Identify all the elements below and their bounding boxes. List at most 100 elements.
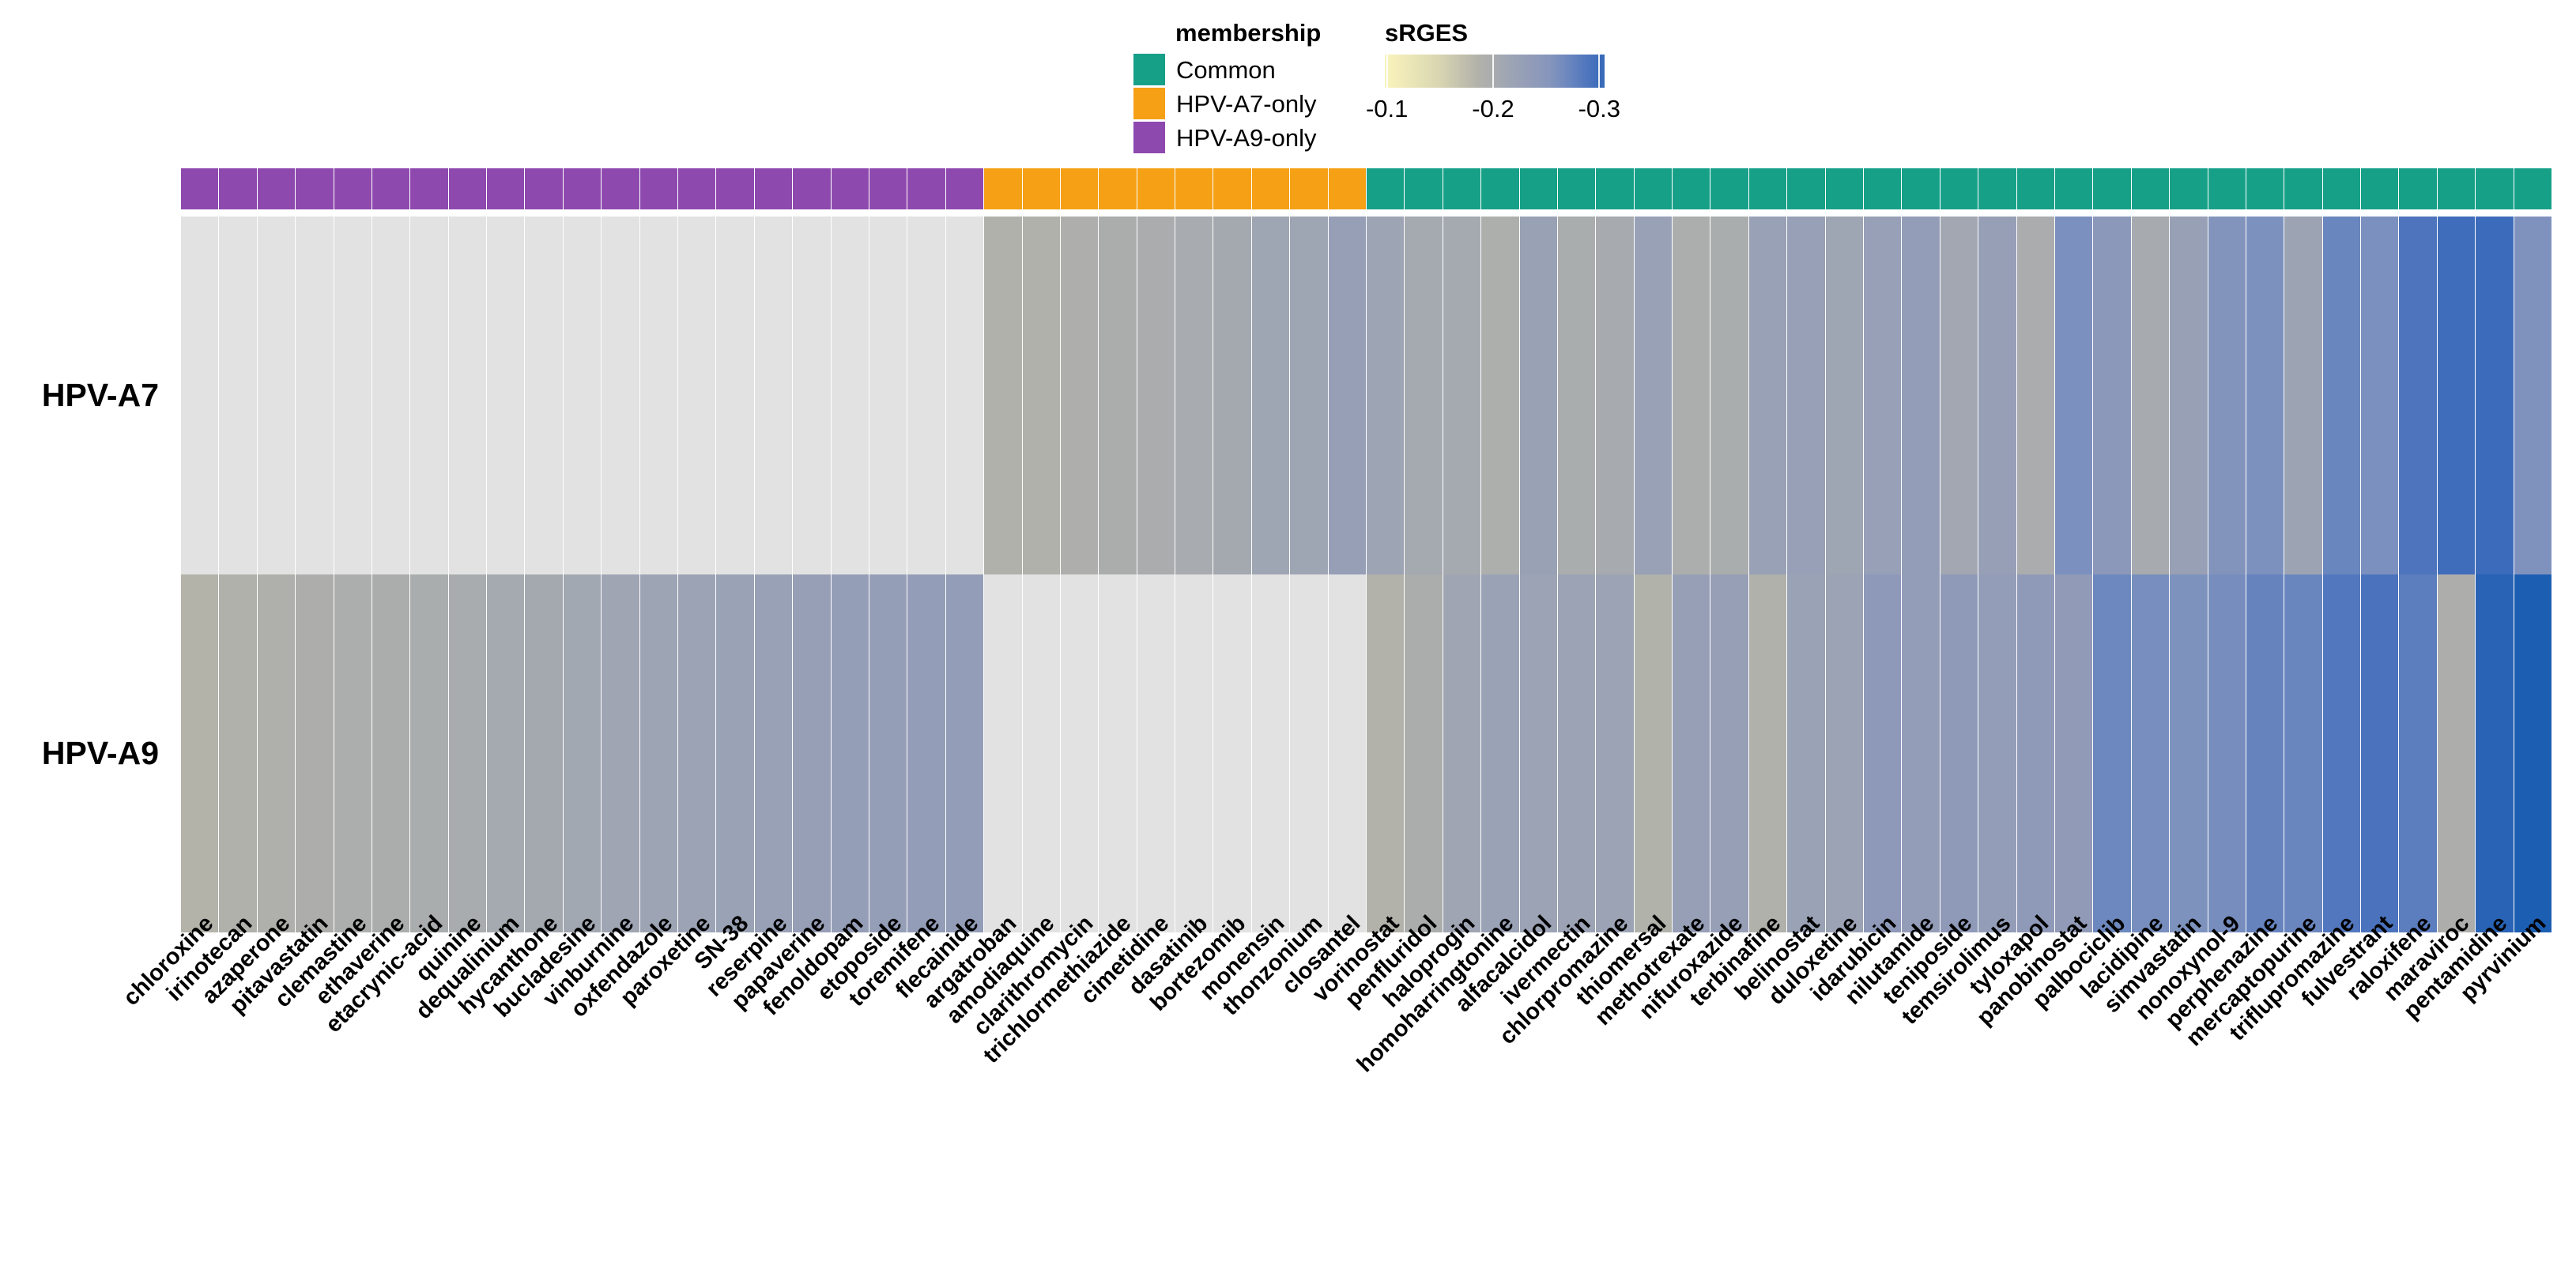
membership-legend-title: membership: [1175, 19, 1322, 47]
legend-item-label: HPV-A7-only: [1176, 90, 1317, 118]
heatmap-cell: [1213, 217, 1251, 574]
heatmap-cell: [257, 574, 296, 932]
heatmap-cell: [181, 574, 219, 932]
heatmap-cell: [1099, 217, 1137, 574]
heatmap-cell: [945, 574, 984, 932]
heatmap-cell: [2322, 574, 2361, 932]
annotation-cell: [2131, 168, 2170, 209]
heatmap-cell: [1022, 217, 1060, 574]
legend-item-label: Common: [1176, 56, 1276, 84]
heatmap-cell: [2208, 574, 2246, 932]
hpv-a7-only-color-swatch: [1133, 88, 1165, 119]
heatmap-cell: [869, 574, 907, 932]
heatmap-cell: [2246, 217, 2284, 574]
annotation-cell: [1902, 168, 1940, 209]
heatmap-cell: [907, 217, 945, 574]
heatmap-cell: [1251, 574, 1290, 932]
heatmap-cell: [448, 574, 487, 932]
heatmap-cell: [1519, 217, 1557, 574]
heatmap-cell: [2476, 217, 2514, 574]
heatmap-cell: [1634, 574, 1673, 932]
heatmap-cell: [1290, 217, 1328, 574]
annotation-cell: [2246, 168, 2284, 209]
annotation-cell: [181, 168, 219, 209]
heatmap-cell: [945, 217, 984, 574]
annotation-cell: [2476, 168, 2514, 209]
annotation-cell: [945, 168, 984, 209]
heatmap-cell: [1481, 217, 1519, 574]
heatmap-cell: [1328, 574, 1366, 932]
annotation-cell: [1290, 168, 1328, 209]
heatmap-cell: [1634, 217, 1673, 574]
heatmap-cell: [639, 574, 678, 932]
heatmap-cell: [793, 217, 831, 574]
annotation-cell: [2093, 168, 2131, 209]
heatmap-cell: [1673, 574, 1710, 932]
annotation-cell: [1405, 168, 1443, 209]
heatmap-cell: [754, 217, 793, 574]
srges-colorbar: [1385, 55, 1605, 88]
heatmap-cell: [1748, 574, 1787, 932]
heatmap-cell: [1405, 574, 1443, 932]
heatmap-cell: [2208, 217, 2246, 574]
heatmap-cell: [907, 574, 945, 932]
heatmap-cell: [754, 574, 793, 932]
heatmap-cell: [1825, 574, 1864, 932]
annotation-cell: [1481, 168, 1519, 209]
annotation-cell: [639, 168, 678, 209]
heatmap-row-hpv-a9: [181, 574, 2551, 932]
heatmap-cell: [2016, 217, 2054, 574]
heatmap-cell: [525, 574, 563, 932]
heatmap-cell: [984, 574, 1022, 932]
annotation-cell: [410, 168, 448, 209]
annotation-cell: [2437, 168, 2476, 209]
heatmap-cell: [2284, 574, 2322, 932]
annotation-cell: [563, 168, 602, 209]
heatmap-cell: [296, 574, 334, 932]
heatmap-cell: [372, 574, 410, 932]
annotation-cell: [1634, 168, 1673, 209]
heatmap-cell: [1864, 217, 1902, 574]
heatmap-cell: [2399, 574, 2437, 932]
heatmap-cell: [2437, 217, 2476, 574]
heatmap-cell: [563, 217, 602, 574]
heatmap-cell: [602, 217, 639, 574]
heatmap-cell: [1864, 574, 1902, 932]
heatmap-cell: [1673, 217, 1710, 574]
annotation-cell: [1366, 168, 1405, 209]
heatmap-cell: [678, 217, 716, 574]
annotation-cell: [2322, 168, 2361, 209]
heatmap-cell: [410, 217, 448, 574]
annotation-cell: [2361, 168, 2399, 209]
annotation-cell: [1099, 168, 1137, 209]
annotation-cell: [1328, 168, 1366, 209]
annotation-cell: [1710, 168, 1748, 209]
heatmap-cell: [1825, 217, 1864, 574]
heatmap-cell: [2361, 574, 2399, 932]
heatmap-cell: [219, 574, 257, 932]
heatmap-cell: [1710, 217, 1748, 574]
annotation-cell: [1213, 168, 1251, 209]
heatmap-cell: [2131, 217, 2170, 574]
heatmap-cell: [410, 574, 448, 932]
heatmap-cell: [1137, 217, 1175, 574]
annotation-cell: [1137, 168, 1175, 209]
colorbar-tick-mark: [1386, 55, 1388, 88]
heatmap-cell: [448, 217, 487, 574]
heatmap-cell: [1290, 574, 1328, 932]
hpv-a9-only-color-swatch: [1133, 122, 1165, 153]
heatmap-cell: [1596, 217, 1634, 574]
heatmap-cell: [1596, 574, 1634, 932]
heatmap-cell: [487, 217, 525, 574]
heatmap-cell: [334, 574, 372, 932]
heatmap-cell: [1366, 574, 1405, 932]
heatmap-cell: [1443, 574, 1481, 932]
heatmap-cell: [2284, 217, 2322, 574]
heatmap-cell: [372, 217, 410, 574]
heatmap-cell: [2361, 217, 2399, 574]
heatmap-cell: [1787, 217, 1825, 574]
annotation-cell: [602, 168, 639, 209]
annotation-cell: [1060, 168, 1099, 209]
annotation-cell: [1175, 168, 1213, 209]
heatmap-cell: [2093, 574, 2131, 932]
